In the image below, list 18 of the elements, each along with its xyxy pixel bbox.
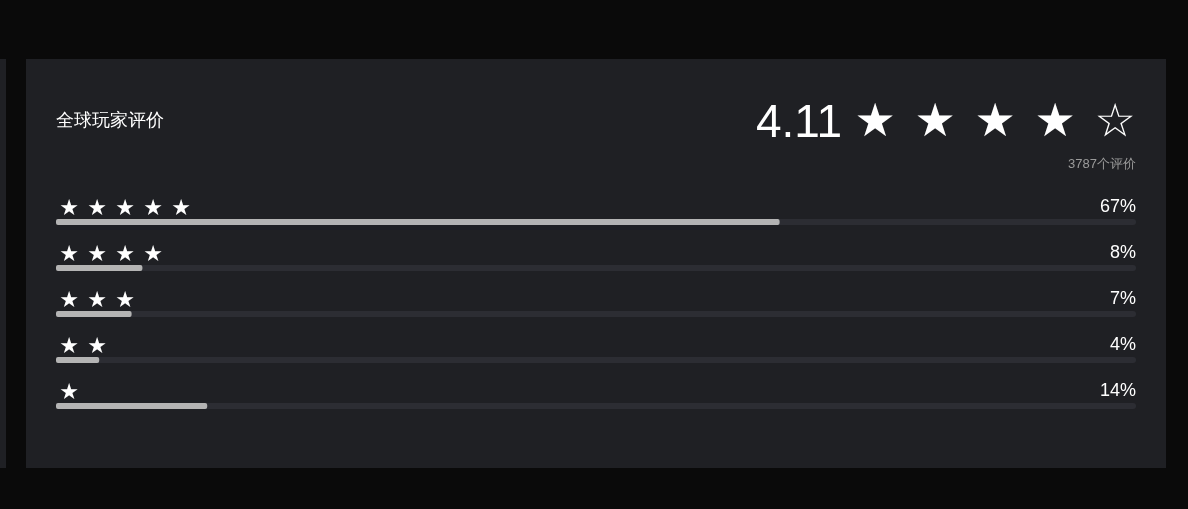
data-label: 8% bbox=[1109, 242, 1136, 262]
y-tick-label: ★★ bbox=[59, 333, 107, 358]
data-label: 14% bbox=[1099, 380, 1136, 400]
bar bbox=[56, 311, 132, 317]
y-tick-label: ★★★★ bbox=[59, 241, 163, 266]
data-label: 67% bbox=[1099, 196, 1136, 216]
y-tick-label: ★ bbox=[59, 379, 79, 404]
y-tick-label: ★★★ bbox=[59, 287, 135, 312]
bar bbox=[56, 403, 208, 409]
text: 3787个评价 bbox=[1068, 156, 1136, 171]
data-label: 7% bbox=[1109, 288, 1136, 308]
text: 4.11 bbox=[755, 95, 842, 147]
text: ★★★★☆ bbox=[854, 93, 1136, 147]
y-tick-label: ★★★★★ bbox=[59, 195, 191, 220]
bar bbox=[56, 357, 100, 363]
bar bbox=[56, 265, 143, 271]
data-label: 4% bbox=[1109, 334, 1136, 354]
chart-title: 全球玩家评价 bbox=[56, 110, 164, 130]
